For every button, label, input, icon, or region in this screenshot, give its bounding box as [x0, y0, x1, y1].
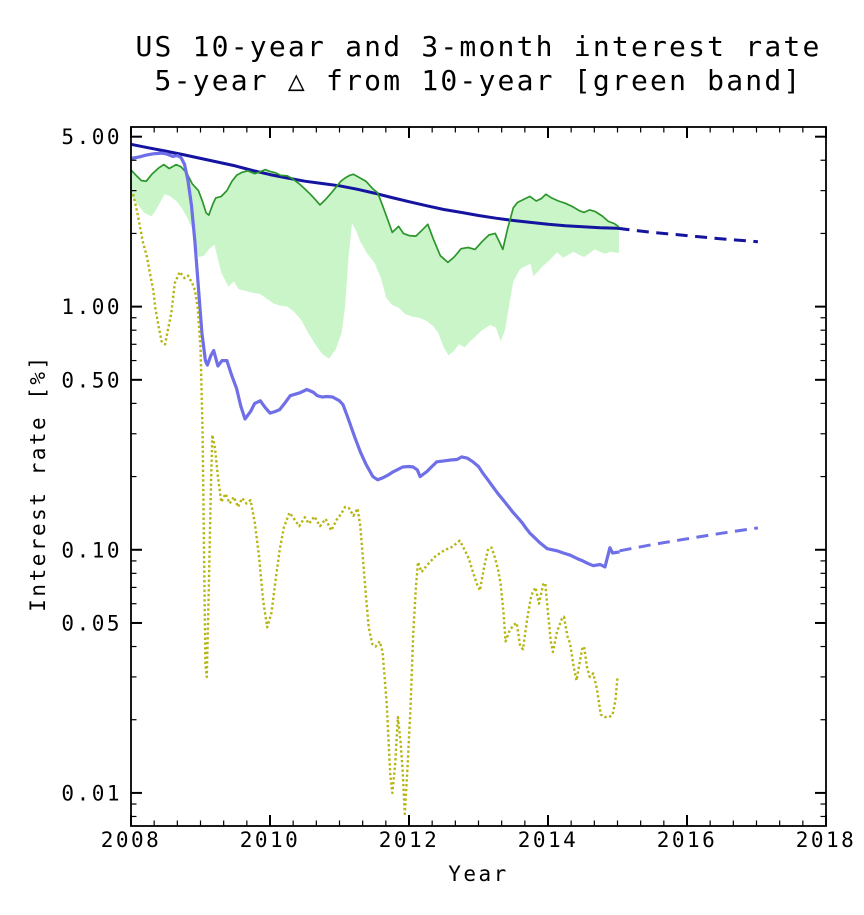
chart-title-line1: US 10-year and 3-month interest rate [135, 30, 822, 63]
series-rate_3m-line [131, 193, 619, 816]
series-yield_10y-line [130, 163, 620, 264]
tick-label: 2010 [240, 828, 301, 852]
series-rate_short-line [130, 151, 620, 569]
y-axis-label: Interest rate [%] [26, 354, 50, 612]
series-trend_10y-line [130, 142, 618, 230]
tick-label: 2014 [518, 828, 579, 852]
green-band-area [131, 164, 619, 359]
tick-label: 0.01 [61, 781, 122, 805]
series-trend_10y_projection-line [617, 226, 759, 244]
series-rate_short_projection-line [619, 526, 759, 553]
tick-label: 2012 [379, 828, 440, 852]
tick-label: 5.00 [61, 125, 122, 149]
tick-label: 0.05 [61, 611, 122, 635]
tick-label: 2008 [101, 828, 162, 852]
tick-label: 2018 [796, 828, 857, 852]
tick-label: 1.00 [61, 295, 122, 319]
chart-title-line2: 5-year △ from 10-year [green band] [154, 64, 803, 97]
tick-label: 2016 [657, 828, 718, 852]
x-axis-label: Year [448, 862, 509, 886]
tick-label: 0.50 [61, 368, 122, 392]
tick-label: 0.10 [61, 538, 122, 562]
